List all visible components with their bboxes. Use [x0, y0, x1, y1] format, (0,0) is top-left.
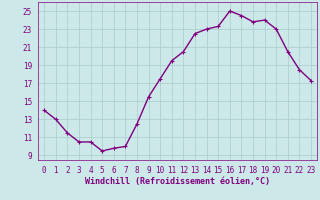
X-axis label: Windchill (Refroidissement éolien,°C): Windchill (Refroidissement éolien,°C): [85, 177, 270, 186]
